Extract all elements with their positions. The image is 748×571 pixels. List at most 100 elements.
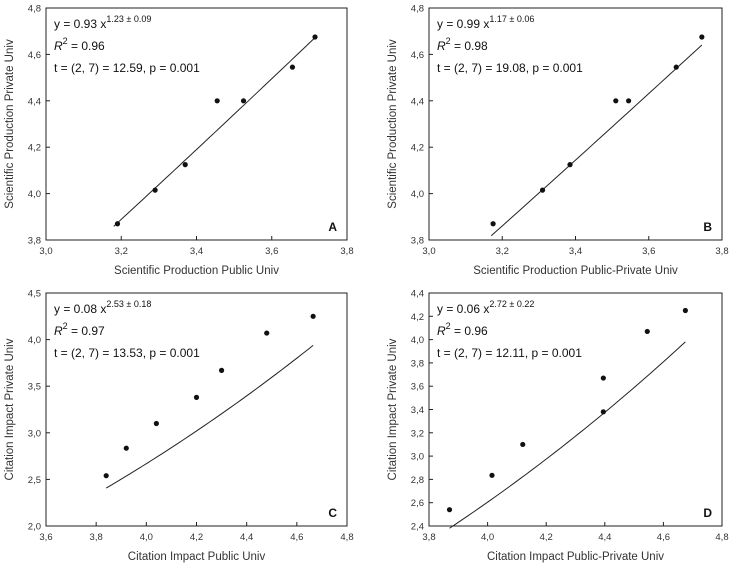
data-point-c [193,394,200,400]
y-tick-label-a: 4,8 [28,4,41,15]
r-squared-exponent-c: 2 [63,321,68,331]
fit-equation-b: y = 0.99 x1.17 ± 0.06 [437,14,534,31]
fit-equation-base-b: y = 0.99 x [437,17,489,31]
data-point-d [682,307,688,314]
y-tick-label-d: 2,6 [411,498,424,509]
r-squared-symbol-a: R [54,39,63,53]
x-tick-label-a: 3,2 [115,246,128,257]
y-tick-label-c: 3,0 [28,428,41,439]
fit-equation-base-c: y = 0.08 x [54,302,106,316]
x-tick-label-d: 3,8 [422,532,435,543]
x-tick-label-b: 3,4 [569,246,582,257]
r-squared-value-c: = 0.97 [68,324,105,338]
x-tick-label-a: 3,6 [265,246,278,257]
y-tick-label-b: 4,0 [411,189,424,200]
r-squared-exponent-b: 2 [446,36,451,46]
r-squared-value-d: = 0.96 [451,324,488,338]
x-tick-label-a: 3,4 [190,246,203,257]
data-point-c [153,420,159,427]
y-tick-label-a: 4,0 [28,189,41,200]
data-point-b [626,98,632,104]
panel-letter-b: B [703,220,712,234]
y-tick-label-d: 3,2 [411,428,424,439]
y-tick-label-b: 4,6 [411,50,424,61]
r-squared-value-b: = 0.98 [451,39,488,53]
panel-c: 3,6 3,8 4,0 4,2 4,4 4,6 4,8 2,0 2,5 3,0 3,5 4,0 4,5 C… [4,289,354,564]
panel-b: 3,0 3,2 3,4 3,6 3,8 3,8 4,0 4,2 4,4 4,6 4,8 Scienti… [387,4,729,278]
data-point-b [673,64,679,70]
data-point-c [264,330,270,336]
panel-d: 3,8 4,0 4,2 4,4 4,6 4,8 2,4 2,6 2,8 3,0 3,2 3,4 3,6 3… [387,289,729,564]
data-point-a [152,187,158,193]
fit-equation-exponent-c: 2.53 ± 0.18 [106,299,151,309]
x-tick-label-d: 4,6 [657,532,670,543]
t-statistic-d: t = (2, 7) = 12.11, p = 0.001 [437,346,582,360]
data-point-a [114,221,121,227]
r-squared-b: R2 = 0.98 [437,36,488,53]
fit-equation-a: y = 0.93 x1.23 ± 0.09 [54,14,151,31]
fit-curve-b [490,44,703,237]
y-tick-label-b: 3,8 [411,236,424,247]
y-tick-label-b: 4,4 [411,96,424,107]
x-tick-label-c: 4,0 [140,532,153,543]
r-squared-c: R2 = 0.97 [54,321,105,338]
data-point-b [699,34,705,40]
x-tick-label-a: 3,8 [340,246,353,257]
y-tick-label-d: 3,8 [411,358,424,369]
data-point-d [489,472,495,478]
r-squared-a: R2 = 0.96 [54,36,105,53]
fit-equation-base-a: y = 0.93 x [54,17,106,31]
t-statistic-b: t = (2, 7) = 19.08, p = 0.001 [437,61,583,75]
y-tick-label-d: 4,0 [411,335,424,346]
data-point-a [312,34,318,40]
data-point-b [539,187,546,193]
data-point-c [123,445,129,451]
x-tick-label-d: 4,4 [598,532,611,543]
t-statistic-c: t = (2, 7) = 13.53, p = 0.001 [54,346,200,360]
data-point-d [600,375,606,381]
panel-letter-c: C [328,506,337,520]
y-tick-label-b: 4,8 [411,4,424,15]
y-axis-label-d: Citation Impact Private Univ [387,338,399,480]
fit-equation-exponent-b: 1.17 ± 0.06 [489,14,534,24]
x-tick-label-d: 4,8 [715,532,728,543]
y-tick-label-c: 4,0 [28,335,41,346]
r-squared-symbol-d: R [437,324,446,338]
y-tick-label-c: 4,5 [28,289,41,300]
data-point-c [103,473,109,479]
x-tick-label-b: 3,2 [496,246,509,257]
x-tick-label-d: 4,0 [481,532,494,543]
data-point-a [214,98,220,104]
fit-equation-d: y = 0.06 x2.72 ± 0.22 [437,299,534,316]
r-squared-symbol-c: R [54,324,63,338]
fit-curve-d [449,341,686,529]
y-tick-label-a: 3,8 [28,236,41,247]
r-squared-exponent-a: 2 [63,36,68,46]
panel-letter-d: D [703,506,712,520]
y-tick-label-d: 2,4 [411,522,424,533]
data-point-c [218,367,225,373]
x-tick-label-c: 3,6 [39,532,52,543]
x-axis-label-c: Citation Impact Public Univ [128,551,266,563]
x-tick-label-c: 4,2 [190,532,203,543]
x-tick-label-c: 4,8 [340,532,353,543]
fit-equation-c: y = 0.08 x2.53 ± 0.18 [54,299,151,316]
r-squared-value-a: = 0.96 [68,39,105,53]
y-axis-label-b: Scientific Production Private Univ [387,39,399,209]
y-tick-label-a: 4,6 [28,50,41,61]
data-point-d [520,441,526,448]
x-tick-label-c: 3,8 [90,532,103,543]
y-tick-label-c: 3,5 [28,382,41,393]
data-point-d [600,409,606,415]
data-point-b [613,98,619,104]
data-point-b [567,162,573,168]
t-statistic-a: t = (2, 7) = 12.59, p = 0.001 [54,61,200,75]
y-axis-label-c: Citation Impact Private Univ [4,338,16,480]
data-point-c [310,313,316,319]
data-point-a [240,98,247,104]
y-tick-label-d: 4,4 [411,289,424,300]
fit-curve-c [105,344,314,489]
data-point-d [644,328,650,335]
fit-curve-a [113,37,316,227]
